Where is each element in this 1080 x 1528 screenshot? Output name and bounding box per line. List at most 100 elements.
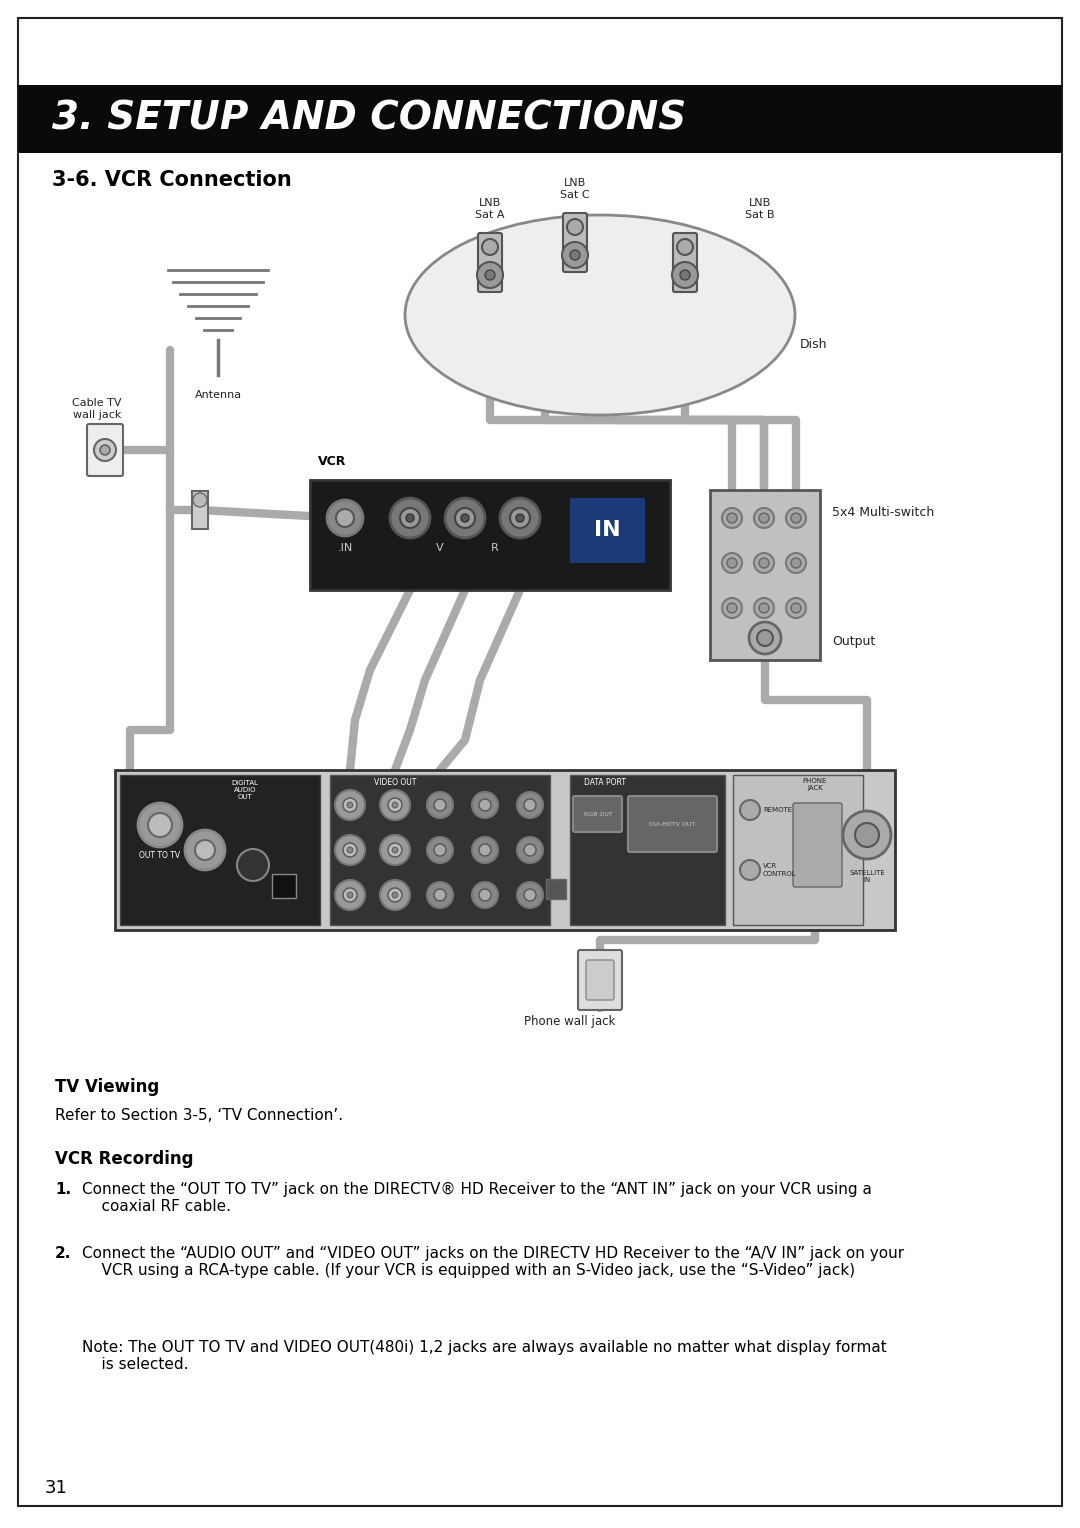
Circle shape (480, 799, 491, 811)
FancyBboxPatch shape (310, 480, 670, 590)
Text: VCR
CONTROL: VCR CONTROL (762, 863, 797, 877)
Text: Phone wall jack: Phone wall jack (524, 1015, 616, 1028)
Circle shape (461, 513, 469, 523)
Text: VIDEO OUT: VIDEO OUT (374, 778, 416, 787)
Text: DIGITAL
AUDIO
OUT: DIGITAL AUDIO OUT (231, 779, 258, 801)
Circle shape (723, 597, 742, 617)
Circle shape (427, 792, 453, 817)
Text: Note: The OUT TO TV and VIDEO OUT(480i) 1,2 jacks are always available no matter: Note: The OUT TO TV and VIDEO OUT(480i) … (82, 1340, 887, 1372)
Circle shape (750, 622, 781, 654)
Circle shape (388, 843, 402, 857)
Circle shape (347, 892, 353, 898)
Text: 2.: 2. (55, 1245, 71, 1261)
Circle shape (343, 888, 357, 902)
Circle shape (193, 494, 207, 507)
Circle shape (347, 802, 353, 808)
Text: Antenna: Antenna (194, 390, 242, 400)
FancyBboxPatch shape (570, 498, 645, 562)
Circle shape (791, 513, 801, 523)
Text: 3-6. VCR Connection: 3-6. VCR Connection (52, 170, 292, 189)
FancyBboxPatch shape (673, 232, 697, 292)
Text: .IN: .IN (337, 542, 353, 553)
Circle shape (388, 798, 402, 811)
Ellipse shape (405, 215, 795, 416)
FancyBboxPatch shape (573, 796, 622, 833)
Circle shape (855, 824, 879, 847)
Text: 5x4 Multi-switch: 5x4 Multi-switch (832, 506, 934, 518)
FancyBboxPatch shape (18, 18, 1062, 1507)
Text: IN: IN (594, 520, 620, 539)
Circle shape (480, 889, 491, 902)
Circle shape (759, 558, 769, 568)
Circle shape (723, 507, 742, 529)
Circle shape (343, 798, 357, 811)
Circle shape (567, 219, 583, 235)
Circle shape (759, 604, 769, 613)
FancyBboxPatch shape (114, 770, 895, 931)
Circle shape (727, 604, 737, 613)
Circle shape (727, 558, 737, 568)
Circle shape (455, 507, 475, 529)
FancyBboxPatch shape (478, 232, 502, 292)
Circle shape (786, 507, 806, 529)
Text: 31: 31 (45, 1479, 68, 1497)
Circle shape (791, 604, 801, 613)
Text: 3. SETUP AND CONNECTIONS: 3. SETUP AND CONNECTIONS (52, 99, 686, 138)
Circle shape (392, 847, 399, 853)
Circle shape (482, 238, 498, 255)
Circle shape (485, 270, 495, 280)
Circle shape (100, 445, 110, 455)
FancyBboxPatch shape (563, 212, 588, 272)
Text: Cable TV
wall jack: Cable TV wall jack (72, 399, 122, 420)
Circle shape (406, 513, 414, 523)
Circle shape (335, 880, 365, 911)
Circle shape (480, 843, 491, 856)
Circle shape (400, 507, 420, 529)
Circle shape (427, 837, 453, 863)
Circle shape (786, 597, 806, 617)
FancyBboxPatch shape (330, 775, 550, 924)
Text: Connect the “OUT TO TV” jack on the DIRECTV® HD Receiver to the “ANT IN” jack on: Connect the “OUT TO TV” jack on the DIRE… (82, 1183, 872, 1215)
FancyBboxPatch shape (733, 775, 863, 924)
Circle shape (791, 558, 801, 568)
Text: PHONE
JACK: PHONE JACK (802, 778, 827, 792)
Circle shape (335, 790, 365, 821)
FancyBboxPatch shape (120, 775, 320, 924)
Circle shape (148, 813, 172, 837)
Circle shape (388, 888, 402, 902)
Text: VCR: VCR (318, 455, 347, 468)
Circle shape (524, 799, 536, 811)
Circle shape (740, 801, 760, 821)
FancyBboxPatch shape (192, 490, 208, 529)
Circle shape (392, 802, 399, 808)
Circle shape (740, 860, 760, 880)
Text: V: V (436, 542, 444, 553)
FancyBboxPatch shape (546, 879, 566, 898)
Circle shape (680, 270, 690, 280)
Circle shape (524, 843, 536, 856)
Circle shape (392, 892, 399, 898)
Circle shape (524, 889, 536, 902)
Circle shape (335, 834, 365, 865)
FancyBboxPatch shape (578, 950, 622, 1010)
Text: TV Viewing: TV Viewing (55, 1077, 159, 1096)
Circle shape (754, 507, 774, 529)
Text: LNB
Sat A: LNB Sat A (475, 199, 504, 220)
Circle shape (343, 843, 357, 857)
Circle shape (562, 241, 588, 267)
Circle shape (472, 837, 498, 863)
FancyBboxPatch shape (710, 490, 820, 660)
Circle shape (672, 261, 698, 287)
Circle shape (94, 439, 116, 461)
Circle shape (517, 792, 543, 817)
Circle shape (237, 850, 269, 882)
Text: LNB
Sat B: LNB Sat B (745, 199, 774, 220)
Circle shape (327, 500, 363, 536)
Circle shape (427, 882, 453, 908)
Text: VCR Recording: VCR Recording (55, 1151, 193, 1167)
Text: OUT TO TV: OUT TO TV (139, 851, 180, 860)
Circle shape (754, 597, 774, 617)
Text: LNB
Sat C: LNB Sat C (561, 179, 590, 200)
Circle shape (727, 513, 737, 523)
Text: Dish: Dish (800, 339, 827, 351)
